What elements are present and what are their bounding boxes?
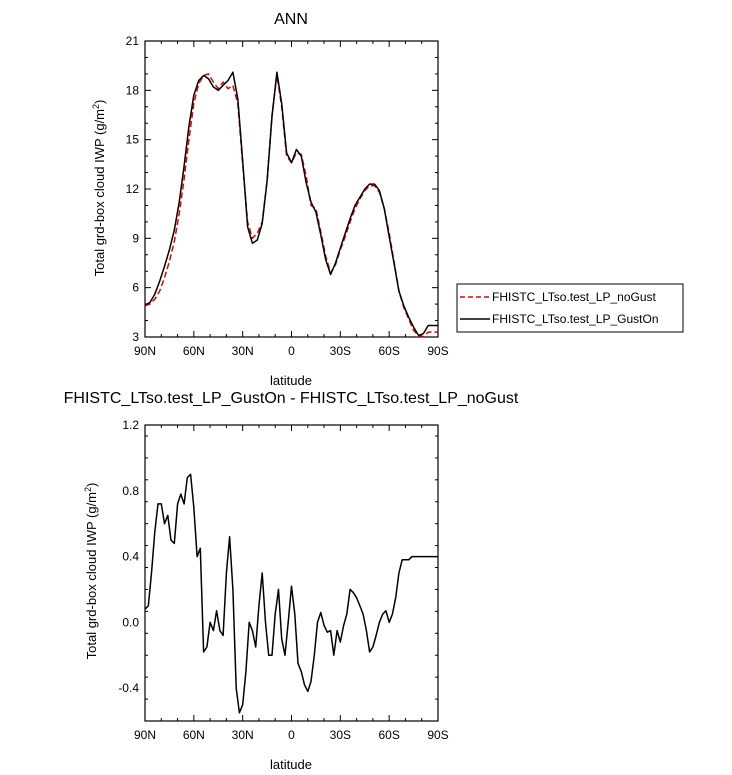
top-x-tick-label: 0 — [288, 344, 295, 358]
bottom-x-tick-label: 0 — [288, 728, 295, 742]
top-y-tick-label: 15 — [126, 133, 140, 147]
top-y-tick-label: 6 — [132, 281, 139, 295]
bottom-y-label-close: ) — [84, 483, 99, 487]
top-y-tick-label: 9 — [132, 231, 139, 245]
bottom-x-axis-label: latitude — [270, 757, 312, 772]
bottom-x-tick-label: 90S — [427, 728, 448, 742]
top-y-label-close: ) — [92, 100, 107, 104]
bottom-panel: FHISTC_LTso.test_LP_GustOn - FHISTC_LTso… — [64, 390, 519, 772]
top-plot-area: 90N 60N 30N 0 30S 60S 90S 3 6 9 12 15 18 21 — [126, 34, 449, 358]
bottom-plot-frame — [144, 424, 439, 722]
bottom-x-tick-label: 30N — [232, 728, 254, 742]
legend: FHISTC_LTso.test_LP_noGust FHISTC_LTso.t… — [456, 283, 684, 333]
top-plot-frame — [144, 40, 439, 338]
top-y-tick-label: 3 — [132, 330, 139, 344]
top-x-tick-label: 60S — [378, 344, 399, 358]
bottom-y-axis-label: Total grd-box cloud IWP (g/m2) — [83, 483, 99, 660]
top-title: ANN — [274, 11, 308, 28]
top-y-tick-label: 18 — [126, 83, 140, 97]
top-y-label-text: Total grd-box cloud IWP (g/m — [92, 109, 107, 276]
bottom-y-tick-label: -0.4 — [118, 681, 139, 695]
top-y-label-sup: 2 — [91, 104, 101, 109]
legend-box — [456, 283, 684, 333]
top-x-tick-label: 30N — [232, 344, 254, 358]
top-x-axis-label: latitude — [270, 373, 312, 388]
top-x-tick-label: 60N — [183, 344, 205, 358]
bottom-x-tick-label: 90N — [134, 728, 156, 742]
bottom-y-tick-label: 1.2 — [122, 418, 139, 432]
bottom-y-tick-label: 0.4 — [122, 550, 139, 564]
bottom-y-label-text: Total grd-box cloud IWP (g/m — [84, 492, 99, 659]
top-panel: ANN 90N 60N 30N 0 30S 60S 90S 3 6 9 12 15 18 21 latit… — [91, 11, 684, 388]
bottom-series-line-0 — [144, 473, 438, 714]
bottom-y-tick-label: 0.0 — [122, 615, 139, 629]
bottom-x-tick-label: 30S — [330, 728, 351, 742]
bottom-x-tick-label: 60S — [378, 728, 399, 742]
top-x-tick-label: 90S — [427, 344, 448, 358]
legend-label-guston: FHISTC_LTso.test_LP_GustOn — [492, 312, 659, 326]
bottom-y-tick-label: 0.8 — [122, 484, 139, 498]
top-y-tick-label: 21 — [126, 34, 140, 48]
top-y-axis-label: Total grd-box cloud IWP (g/m2) — [91, 100, 107, 277]
top-series-line-1 — [144, 71, 438, 337]
bottom-y-label-sup: 2 — [83, 487, 93, 492]
legend-label-nogust: FHISTC_LTso.test_LP_noGust — [492, 290, 657, 304]
top-x-tick-label: 30S — [330, 344, 351, 358]
top-x-tick-label: 90N — [134, 344, 156, 358]
top-y-tick-label: 12 — [126, 182, 140, 196]
top-series-line-0 — [144, 73, 438, 338]
bottom-title: FHISTC_LTso.test_LP_GustOn - FHISTC_LTso… — [64, 390, 519, 407]
bottom-x-tick-label: 60N — [183, 728, 205, 742]
bottom-plot-area: 90N 60N 30N 0 30S 60S 90S -0.4 0.0 0.4 0.8 1.2 — [118, 418, 448, 742]
